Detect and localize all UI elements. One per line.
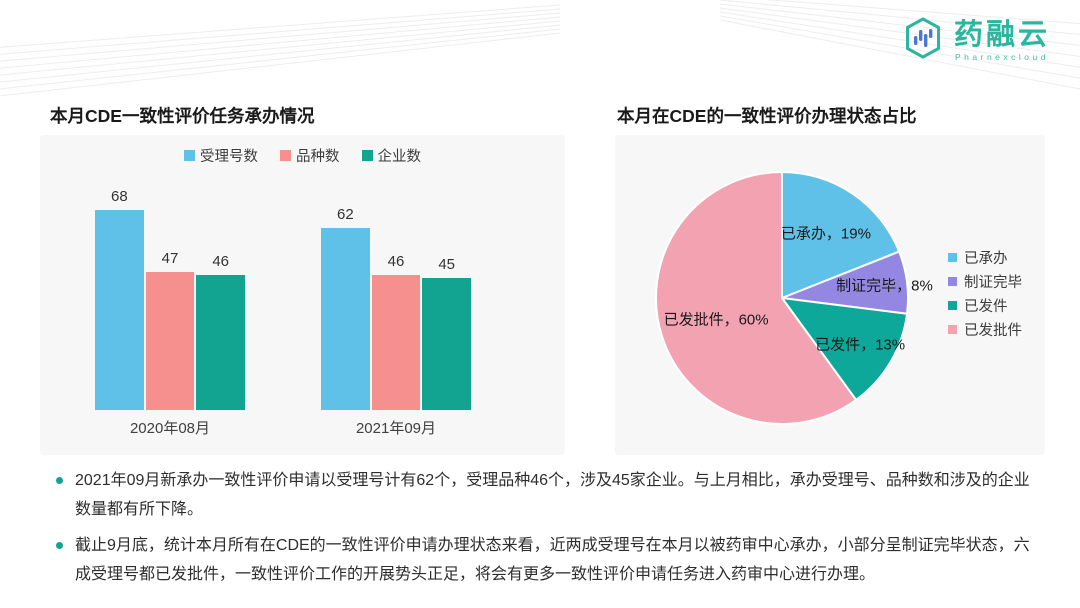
legend-label: 已发件 — [964, 298, 1008, 315]
legend-label: 已承办 — [964, 250, 1008, 267]
bar-group-2020年08月: 68 47 46 — [95, 135, 246, 410]
bar-受理号数 — [95, 210, 144, 410]
legend-swatch — [280, 150, 291, 161]
category-label: 2021年09月 — [355, 420, 437, 437]
legend-swatch — [948, 252, 957, 262]
brand-name: 药融云 — [953, 18, 1050, 51]
pie-chart-panel: 已承办制证完毕已发件已发批件 已承办，19% 制证完毕，8% 已发件，13% 已发批件… — [615, 135, 1045, 455]
bar-企业数 — [422, 278, 472, 410]
category-label: 2020年08月 — [129, 420, 211, 437]
note-item-2: 截止9月底，统计本月所有在CDE的一致性评价申请办理状态来看，近两成受理号在本月… — [48, 531, 1038, 589]
pie-slice-已承办 — [781, 171, 901, 299]
bar-column: 46 — [371, 253, 421, 410]
legend-label: 制证完毕 — [964, 274, 1022, 291]
summary-notes: 2021年09月新承办一致性评价申请以受理号计有62个，受理品种46个，涉及45… — [48, 466, 1038, 596]
bullet-dot — [56, 542, 63, 549]
bar-value-label: 46 — [387, 253, 405, 270]
bar-value-label: 62 — [336, 206, 354, 223]
legend-item-受理号数: 受理号数 — [184, 145, 258, 166]
pie-slice-已发件 — [781, 297, 909, 401]
bar-chart-legend: 受理号数 品种数 企业数 — [40, 145, 565, 166]
bar-column: 45 — [422, 256, 472, 410]
bar-column: 46 — [196, 253, 246, 410]
bar-品种数 — [145, 272, 195, 410]
bar-value-label: 46 — [212, 253, 230, 270]
pie-slice-label: 已发批件，60% — [663, 311, 769, 329]
brand-subtitle: Pharnexcloud — [955, 51, 1049, 62]
pie-chart — [655, 171, 909, 425]
pie-slice-label: 制证完毕，8% — [836, 277, 933, 295]
bar-chart-title: 本月CDE一致性评价任务承办情况 — [50, 106, 315, 126]
note-text: 2021年09月新承办一致性评价申请以受理号计有62个，受理品种46个，涉及45… — [75, 472, 1030, 518]
bar-group-2021年09月: 62 46 45 — [321, 135, 472, 410]
legend-item-品种数: 品种数 — [280, 145, 340, 166]
bar-品种数 — [371, 275, 421, 410]
legend-item-已发批件: 已发批件 — [948, 317, 1022, 341]
bar-value-label: 68 — [110, 188, 128, 205]
legend-swatch — [948, 300, 957, 310]
bar-column: 68 — [95, 188, 144, 410]
bar-企业数 — [196, 275, 246, 410]
bar-column: 47 — [145, 250, 195, 410]
bar-column: 62 — [321, 206, 370, 410]
legend-swatch — [948, 324, 957, 334]
legend-item-企业数: 企业数 — [361, 145, 422, 166]
note-item-1: 2021年09月新承办一致性评价申请以受理号计有62个，受理品种46个，涉及45… — [48, 466, 1038, 524]
legend-label: 已发批件 — [964, 322, 1022, 339]
bar-受理号数 — [321, 228, 370, 410]
pie-chart-legend: 已承办制证完毕已发件已发批件 — [948, 245, 1022, 341]
legend-label: 企业数 — [377, 149, 422, 165]
pie-slice-label: 已承办，19% — [780, 225, 871, 243]
legend-label: 受理号数 — [200, 149, 258, 165]
note-text: 截止9月底，统计本月所有在CDE的一致性评价申请办理状态来看，近两成受理号在本月… — [75, 537, 1030, 583]
legend-swatch — [184, 150, 195, 161]
pie-chart-title: 本月在CDE的一致性评价办理状态占比 — [617, 106, 917, 126]
pie-slice-label: 已发件，13% — [815, 336, 906, 354]
legend-item-已承办: 已承办 — [948, 245, 1022, 269]
bar-value-label: 47 — [161, 250, 179, 267]
legend-swatch — [361, 150, 373, 161]
pie-slice-已发批件 — [655, 171, 858, 425]
brand-logo: 药融云 Pharnexcloud — [902, 16, 1050, 65]
bullet-dot — [56, 477, 63, 484]
legend-swatch — [948, 276, 957, 286]
bar-chart-panel: 受理号数 品种数 企业数 68 47 46 2020年08月 62 46 45 2021年09月 — [40, 135, 565, 455]
legend-label: 品种数 — [296, 149, 340, 165]
legend-item-已发件: 已发件 — [948, 293, 1022, 317]
legend-item-制证完毕: 制证完毕 — [948, 269, 1022, 293]
pharnexcloud-hexagon-icon — [902, 16, 944, 65]
bar-value-label: 45 — [438, 256, 456, 273]
